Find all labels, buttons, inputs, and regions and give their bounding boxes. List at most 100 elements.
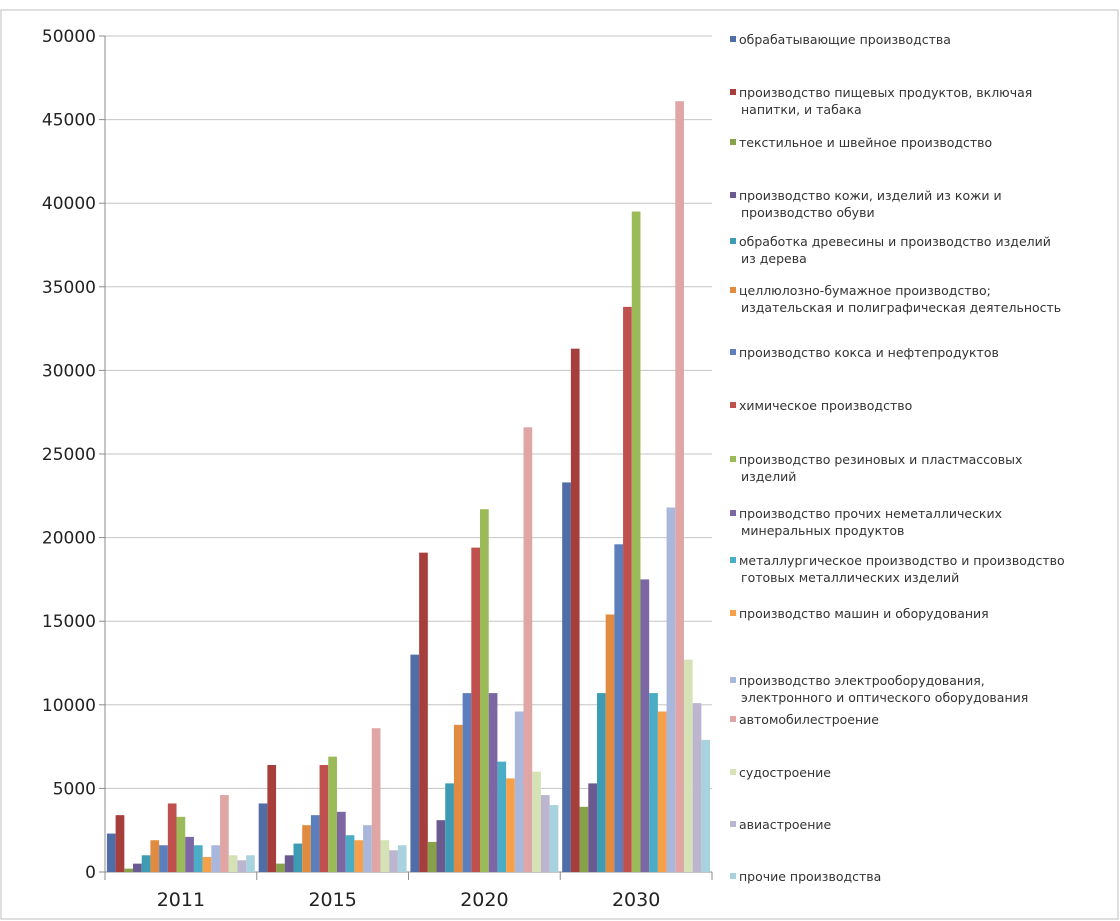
bars <box>106 101 711 872</box>
bar <box>363 825 372 872</box>
bar <box>246 855 255 872</box>
bar <box>523 427 533 872</box>
legend-label: производство обуви <box>741 205 875 220</box>
legend-label: авиастроение <box>739 817 832 832</box>
bar <box>115 815 125 872</box>
bar <box>427 841 437 872</box>
legend-label: изделий <box>741 469 796 484</box>
legend-label: готовых металлических изделий <box>741 570 959 585</box>
bar <box>202 856 212 872</box>
bar <box>540 795 550 872</box>
bar <box>462 693 472 872</box>
bar <box>228 855 238 872</box>
bar <box>141 855 151 872</box>
legend-swatch <box>730 456 736 462</box>
bar <box>150 840 160 872</box>
y-axis: 0 5000 10000 15000 20000 25000 30000 35000 40000… <box>42 27 106 883</box>
legend-label: производство прочих неметаллических <box>739 506 1002 521</box>
bar <box>193 845 203 872</box>
legend-swatch <box>730 36 736 42</box>
legend-swatch <box>730 192 736 198</box>
bar <box>419 552 428 872</box>
bar <box>397 845 407 872</box>
bar <box>596 693 606 872</box>
bar <box>237 860 247 872</box>
x-tick-label: 2030 <box>612 889 660 911</box>
legend-swatch <box>730 769 736 775</box>
x-tick-label: 2020 <box>460 889 508 911</box>
bar <box>220 795 229 872</box>
bar <box>497 761 507 872</box>
x-tick-label: 2015 <box>308 889 356 911</box>
legend-label: производство кокса и нефтепродуктов <box>739 345 999 360</box>
legend-label: производство машин и оборудования <box>739 606 989 621</box>
bar <box>293 843 303 872</box>
y-tick-label: 25000 <box>42 445 96 465</box>
bar <box>354 840 364 872</box>
legend-label: прочие производства <box>739 869 881 884</box>
legend-label: производство электрооборудования, <box>739 673 985 688</box>
bar <box>640 579 650 872</box>
legend-label: из дерева <box>741 251 807 266</box>
legend-swatch <box>730 139 736 145</box>
bar <box>506 778 515 872</box>
bar <box>258 803 268 872</box>
y-tick-label: 10000 <box>42 696 96 716</box>
bar <box>284 855 294 872</box>
bar <box>588 783 597 872</box>
bar <box>124 868 134 872</box>
bar <box>445 783 454 872</box>
legend-label: металлургическое производство и производ… <box>739 553 1065 568</box>
bar <box>623 306 632 872</box>
bar <box>167 803 177 872</box>
legend-label: текстильное и швейное производство <box>739 135 992 150</box>
x-tick-label: 2011 <box>157 889 205 911</box>
bar <box>310 815 320 872</box>
legend-swatch <box>730 89 736 95</box>
bar <box>389 850 398 872</box>
bar <box>666 507 676 872</box>
x-axis: 2011 2015 2020 2030 <box>104 872 713 911</box>
bar <box>276 863 285 872</box>
y-tick-label: 40000 <box>42 194 96 214</box>
legend-swatch <box>730 610 736 616</box>
y-tick-label: 35000 <box>42 278 96 298</box>
y-tick-label: 45000 <box>42 111 96 131</box>
bar <box>532 771 541 872</box>
bar <box>410 654 420 872</box>
legend-label: напитки, и табака <box>741 102 862 117</box>
legend-label: автомобилестроение <box>739 712 879 727</box>
legend-swatch <box>730 821 736 827</box>
bar <box>106 833 116 872</box>
bar <box>605 614 615 872</box>
legend-swatch <box>730 557 736 563</box>
legend-label: производство резиновых и пластмассовых <box>739 452 1022 467</box>
y-tick-label: 30000 <box>42 361 96 381</box>
bar <box>549 805 559 872</box>
legend: обрабатывающие производства производство … <box>730 32 1065 884</box>
y-tick-label: 0 <box>85 863 96 883</box>
bar <box>480 509 489 872</box>
bar <box>345 835 355 872</box>
bar <box>159 845 168 872</box>
legend-swatch <box>730 287 736 293</box>
legend-swatch <box>730 873 736 879</box>
legend-label: химическое производство <box>739 398 912 413</box>
legend-label: издательская и полиграфическая деятельно… <box>741 300 1061 315</box>
bar <box>302 825 311 872</box>
bar <box>185 836 194 872</box>
legend-label: минеральных продуктов <box>741 523 904 538</box>
bar <box>614 544 624 872</box>
chart-border <box>0 9 1119 920</box>
bar <box>570 348 580 872</box>
bar <box>692 703 702 872</box>
bar <box>683 659 693 872</box>
bar <box>176 816 186 872</box>
bar <box>319 764 329 872</box>
legend-swatch <box>730 510 736 516</box>
y-tick-label: 50000 <box>42 27 96 47</box>
legend-label: целлюлозно-бумажное производство; <box>739 283 991 298</box>
bar <box>436 820 446 872</box>
y-tick-label: 15000 <box>42 612 96 632</box>
